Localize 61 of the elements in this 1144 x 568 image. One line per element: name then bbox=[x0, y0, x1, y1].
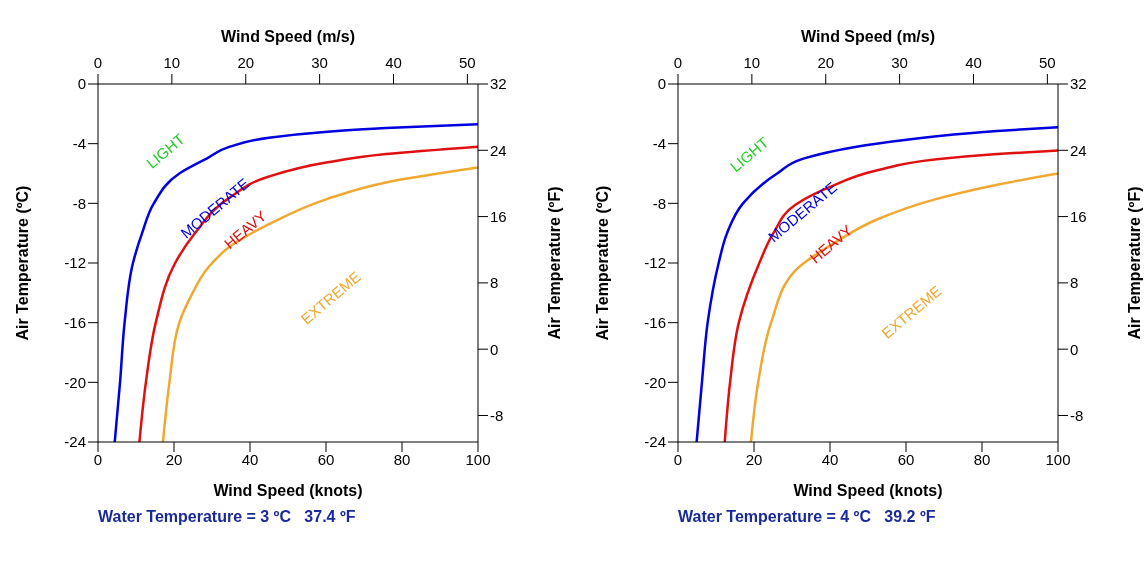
line-series bbox=[749, 172, 1058, 442]
x2-tick-label: 40 bbox=[965, 54, 982, 71]
x-tick-label: 100 bbox=[465, 450, 491, 468]
x-axis-title: Wind Speed (knots) bbox=[793, 482, 943, 499]
y-tick-label: -24 bbox=[644, 433, 666, 451]
y2-tick-label: 8 bbox=[1070, 274, 1079, 292]
y2-tick-label: 16 bbox=[1070, 207, 1087, 225]
y-tick-label: -20 bbox=[64, 373, 86, 391]
x2-tick-label: 50 bbox=[459, 54, 476, 71]
x2-tick-label: 30 bbox=[891, 54, 908, 71]
y2-tick-label: 32 bbox=[490, 75, 507, 93]
y-axis-title: Air Temperature (ºC) bbox=[13, 185, 31, 341]
x2-tick-label: 20 bbox=[817, 54, 835, 71]
y2-tick-label: 24 bbox=[1070, 141, 1087, 159]
y2-tick-label: 0 bbox=[490, 340, 499, 358]
x-tick-label: 60 bbox=[317, 450, 335, 468]
y-tick-label: 0 bbox=[657, 75, 666, 93]
x2-tick-label: 10 bbox=[743, 54, 761, 71]
x-tick-label: 100 bbox=[1045, 450, 1071, 468]
y-tick-label: -16 bbox=[64, 313, 86, 331]
x-axis-title: Wind Speed (knots) bbox=[213, 482, 363, 499]
y2-tick-label: -8 bbox=[1070, 406, 1084, 424]
x2-tick-label: 50 bbox=[1039, 54, 1056, 71]
x-tick-label: 40 bbox=[241, 450, 259, 468]
y-tick-label: -16 bbox=[644, 313, 666, 331]
y2-tick-label: -8 bbox=[490, 406, 504, 424]
x-tick-label: 40 bbox=[821, 450, 839, 468]
y-tick-label: -24 bbox=[64, 433, 86, 451]
y-tick-label: -4 bbox=[652, 134, 666, 152]
y2-axis-title: Air Temperature (ºF) bbox=[1125, 186, 1143, 340]
y-axis-title: Air Temperature (ºC) bbox=[593, 185, 611, 341]
y-tick-label: -4 bbox=[72, 134, 86, 152]
x-tick-label: 20 bbox=[745, 450, 763, 468]
x-tick-label: 0 bbox=[673, 450, 683, 468]
y-tick-label: -12 bbox=[64, 254, 86, 272]
x2-tick-label: 20 bbox=[237, 54, 255, 71]
y-tick-label: -8 bbox=[72, 194, 86, 212]
x-tick-label: 60 bbox=[897, 450, 915, 468]
x2-axis-title: Wind Speed (m/s) bbox=[800, 28, 936, 45]
y2-tick-label: 0 bbox=[1070, 340, 1079, 358]
x2-tick-label: 0 bbox=[93, 54, 103, 71]
x2-tick-label: 0 bbox=[673, 54, 683, 71]
y-tick-label: -8 bbox=[652, 194, 666, 212]
y2-tick-label: 24 bbox=[490, 141, 507, 159]
x-tick-label: 20 bbox=[165, 450, 183, 468]
y-tick-label: -12 bbox=[644, 254, 666, 272]
x2-tick-label: 10 bbox=[163, 54, 181, 71]
text: Water Temperature = 4 ºC 39.2 ºF bbox=[678, 508, 937, 526]
y2-tick-label: 8 bbox=[490, 274, 499, 292]
x2-axis-title: Wind Speed (m/s) bbox=[220, 28, 356, 45]
x-tick-label: 0 bbox=[93, 450, 103, 468]
x-tick-label: 80 bbox=[393, 450, 411, 468]
y2-tick-label: 32 bbox=[1070, 75, 1087, 93]
x-tick-label: 80 bbox=[973, 450, 991, 468]
x2-tick-label: 30 bbox=[311, 54, 328, 71]
y-tick-label: -20 bbox=[644, 373, 666, 391]
text: Water Temperature = 3 ºC 37.4 ºF bbox=[98, 508, 357, 526]
x2-tick-label: 40 bbox=[385, 54, 402, 71]
y2-tick-label: 16 bbox=[490, 207, 507, 225]
y-tick-label: 0 bbox=[77, 75, 86, 93]
y2-axis-title: Air Temperature (ºF) bbox=[545, 186, 563, 340]
